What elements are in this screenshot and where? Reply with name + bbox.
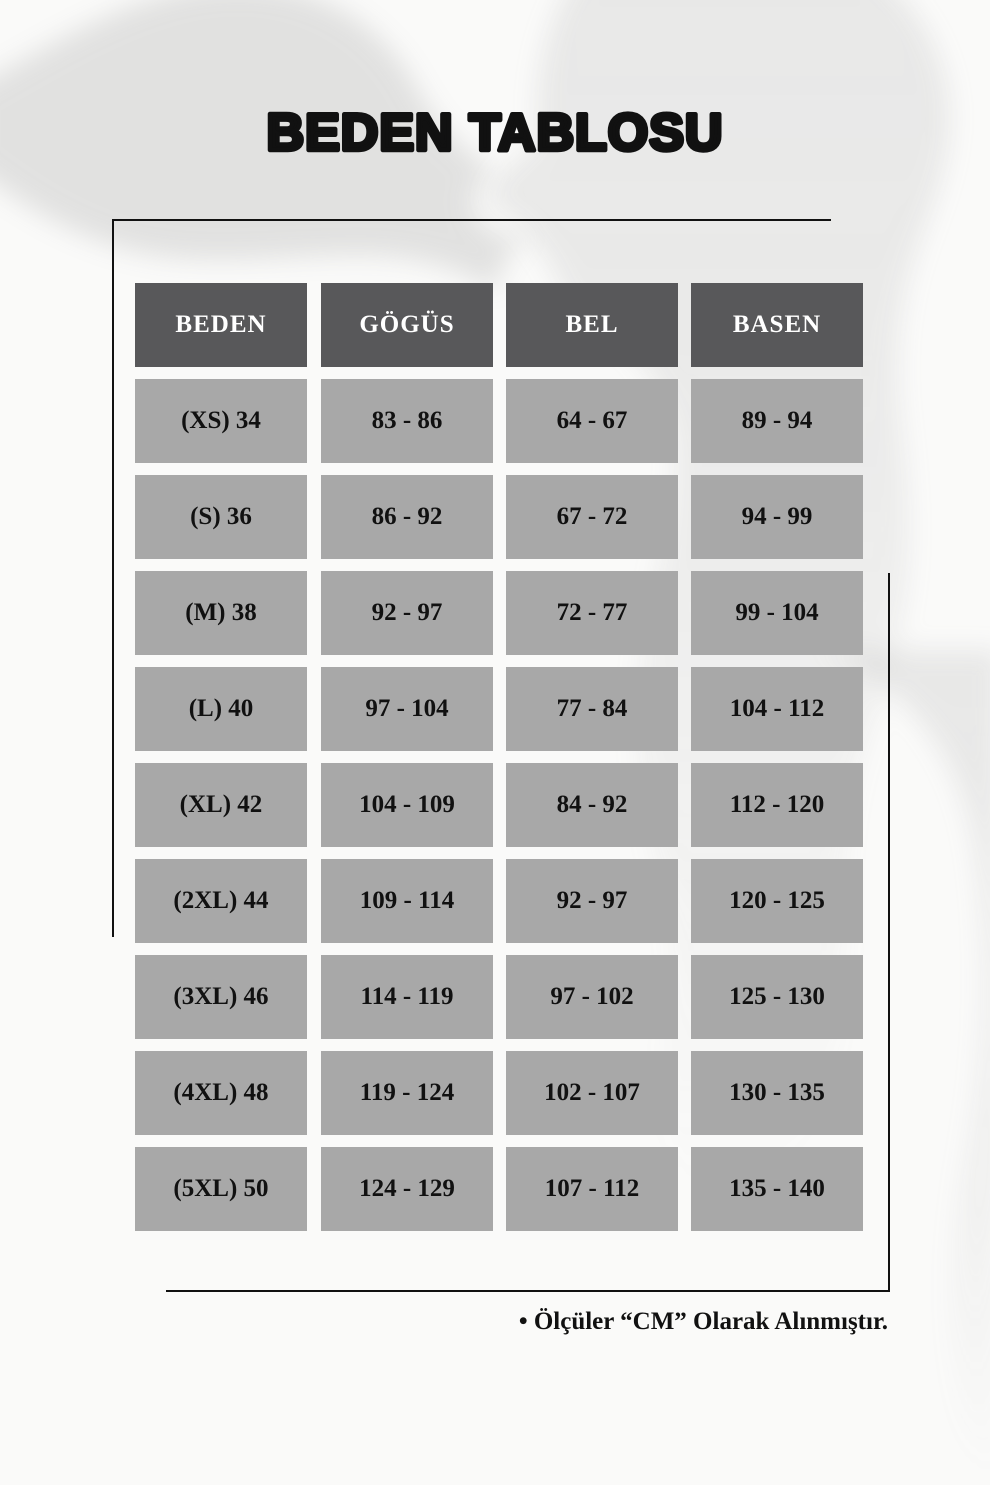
svg-text:BEDEN TABLOSU: BEDEN TABLOSU: [267, 104, 724, 162]
